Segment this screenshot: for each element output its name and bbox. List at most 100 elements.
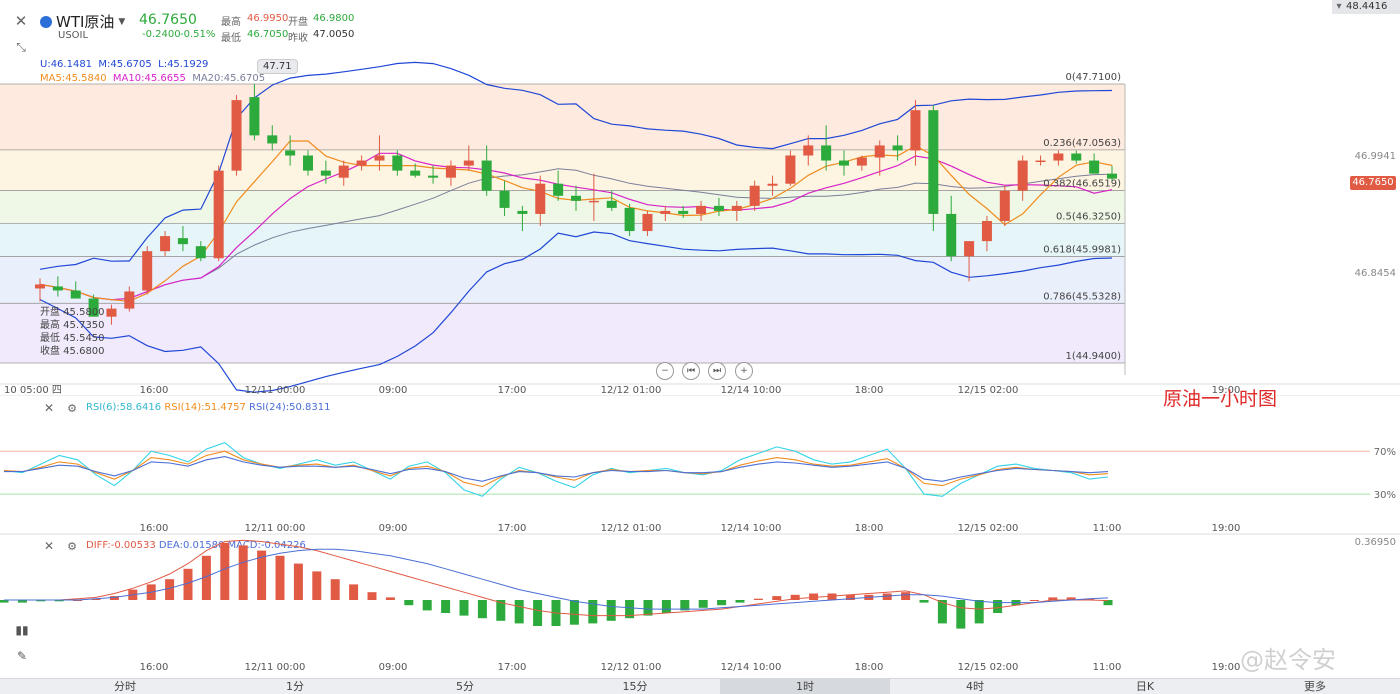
macd-bar	[661, 600, 671, 613]
high-value: 46.9950	[247, 13, 289, 24]
main-x-axis: 10 05:00 四 16:00 12/11 00:00 09:00 17:00 12/1…	[4, 385, 1240, 396]
rsi-chart[interactable]: 70% 30% 16:00 12/11 00:00 09:00 17:00 12/12 0…	[0, 396, 1400, 536]
period-tab-bar: 分时 1分 5分 15分 1时 4时 日K 更多	[0, 678, 1400, 694]
rsi-lines	[3, 441, 1109, 497]
candle-body	[320, 170, 331, 176]
macd-bar	[937, 600, 947, 624]
main-chart[interactable]: 49.1428 46.9941 46.8454 0(47.7100) 0.236(47…	[0, 40, 1400, 396]
zoom-out-button[interactable]: −	[656, 362, 674, 380]
macd-bar	[1048, 597, 1058, 600]
macd-bar	[680, 600, 690, 611]
candle-body	[1089, 160, 1100, 174]
x-axis-label: 09:00	[379, 385, 408, 396]
macd-bar	[109, 596, 119, 600]
zoom-in-button[interactable]: +	[735, 362, 753, 380]
macd-bar	[790, 594, 800, 600]
candle-body	[678, 210, 689, 214]
rsi-legend: RSI(6):58.6416 RSI(14):51.4757 RSI(24):5…	[86, 402, 331, 413]
ma-legend: MA5:45.5840 MA10:45.6655 MA20:45.6705	[40, 73, 265, 84]
top-right-price: 48.4416	[1346, 1, 1388, 12]
candle-body	[106, 308, 117, 317]
y-axis-label: 46.9941	[1355, 151, 1396, 162]
fib-zone	[0, 303, 1125, 363]
candle-body	[35, 284, 45, 289]
fibonacci-zones	[0, 83, 1126, 375]
rsi-close-icon[interactable]: ✕	[43, 401, 55, 415]
macd-bar	[54, 600, 64, 602]
ma5-legend: MA5:45.5840	[40, 73, 107, 84]
macd-bar	[698, 600, 708, 608]
macd-bar	[588, 600, 598, 624]
expand-icon[interactable]: ⤡	[16, 39, 26, 54]
candle-body	[946, 213, 957, 257]
candle-body	[856, 157, 867, 166]
dea-line	[4, 548, 1109, 610]
macd-bar	[827, 593, 837, 600]
symbol-header[interactable]: WTI原油 ▼	[40, 11, 125, 32]
macd-bar	[238, 545, 248, 600]
candle-body	[535, 183, 546, 214]
indicator-icon[interactable]: ▮▮	[15, 623, 29, 637]
draw-pen-icon[interactable]: ✎	[16, 649, 28, 663]
candle-body	[517, 210, 528, 214]
macd-bar	[183, 568, 193, 600]
prevclose-label: 昨收	[288, 33, 308, 44]
macd-settings-icon[interactable]: ⚙	[67, 539, 77, 553]
macd-bar	[441, 600, 451, 613]
macd-grid: 0.36950	[1355, 537, 1396, 548]
macd-bar	[312, 571, 322, 600]
candle-body	[713, 205, 724, 211]
x-axis-label: 11:00	[1093, 523, 1122, 534]
watermark: @赵令安	[1240, 646, 1336, 674]
candle-body	[571, 195, 581, 201]
diff-legend: DIFF:-0.00533	[86, 540, 156, 551]
scroll-start-button[interactable]: ⏮	[682, 362, 700, 380]
close-icon[interactable]: ✕	[14, 12, 28, 30]
x-axis-label: 17:00	[498, 662, 527, 673]
candle-body	[660, 210, 671, 214]
main-grid: 49.1428 46.9941 46.8454	[0, 40, 1400, 396]
rsi-settings-icon[interactable]: ⚙	[67, 401, 77, 415]
candle-body	[195, 246, 206, 259]
low-value: 46.7050	[247, 29, 289, 40]
chevron-down-icon[interactable]: ▼	[118, 16, 126, 27]
tab-7[interactable]: 更多	[1304, 680, 1326, 693]
x-axis-label: 11:00	[1093, 662, 1122, 673]
candle-body	[267, 135, 278, 144]
fib-label: 0.786(45.5328)	[1043, 291, 1121, 302]
x-axis-label: 19:00	[1212, 523, 1241, 534]
x-axis-label: 12/11 00:00	[245, 385, 306, 396]
rsi24-legend: RSI(24):50.8311	[249, 402, 331, 413]
macd-bar	[1103, 600, 1113, 606]
tab-1[interactable]: 1分	[286, 680, 304, 693]
macd-bar	[845, 594, 855, 600]
candle-body	[463, 160, 474, 166]
menu-icon[interactable]: ▾	[1336, 1, 1342, 12]
macd-close-icon[interactable]: ✕	[43, 539, 55, 553]
tab-3[interactable]: 15分	[622, 680, 648, 693]
macd-value-legend: MACD:-0.04226	[227, 540, 306, 551]
tab-4[interactable]: 1时	[720, 679, 890, 694]
prevclose-value: 47.0050	[313, 29, 355, 40]
candle-body	[303, 155, 313, 171]
candle-body	[124, 291, 135, 309]
candle-body	[249, 97, 260, 136]
scroll-end-button[interactable]: ⏭	[708, 362, 726, 380]
candle-body	[285, 150, 296, 156]
macd-lines	[4, 539, 1109, 617]
candle-body	[1053, 153, 1064, 161]
macd-bar	[514, 600, 524, 624]
y-axis-label: 49.1428	[1355, 40, 1396, 41]
candle-body	[374, 155, 385, 161]
tab-5[interactable]: 4时	[966, 680, 984, 693]
ohlc-close: 收盘 45.6800	[40, 346, 105, 357]
tab-2[interactable]: 5分	[456, 680, 474, 693]
tab-0[interactable]: 分时	[114, 680, 136, 693]
candle-body	[445, 165, 456, 178]
macd-chart[interactable]: 0.36950 16:00 12/11 00:00 09:00 17:00 12/12 …	[0, 534, 1400, 678]
macd-bar	[349, 584, 359, 600]
candle-body	[177, 238, 188, 245]
tab-6[interactable]: 日K	[1135, 680, 1155, 693]
fib-label: 0.618(45.9981)	[1043, 244, 1121, 255]
candle-body	[767, 183, 778, 186]
